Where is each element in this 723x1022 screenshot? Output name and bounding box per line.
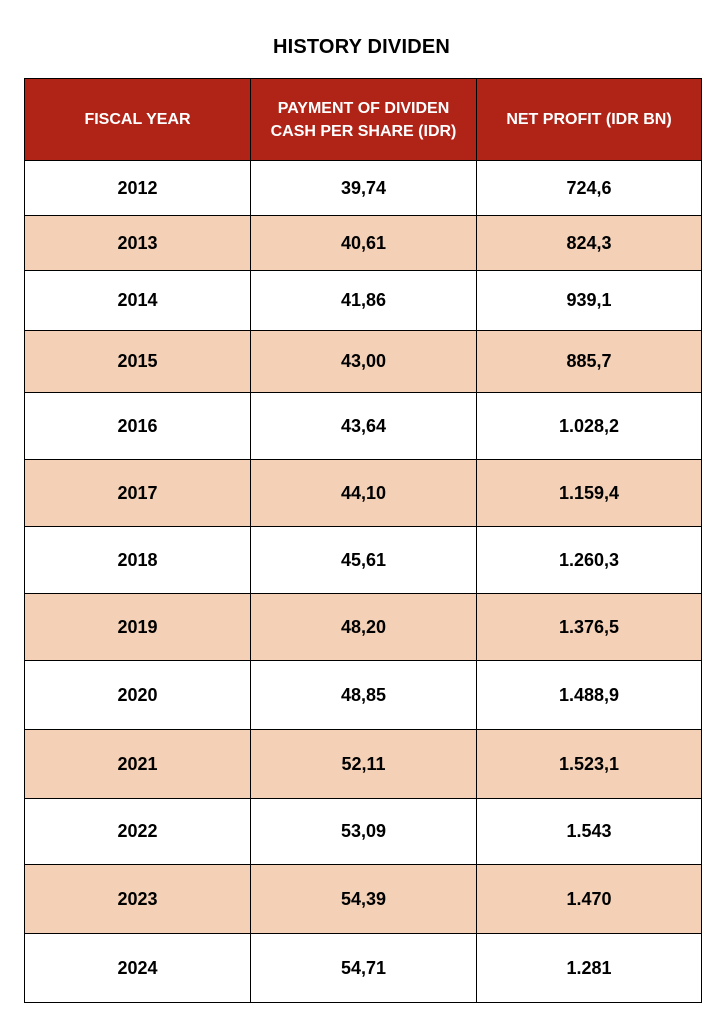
cell-year: 2023 (24, 864, 251, 934)
cell-net-profit: 1.281 (476, 933, 702, 1003)
cell-net-profit: 1.523,1 (476, 729, 702, 799)
table-row: 2012 39,74 724,6 (24, 160, 702, 216)
cell-year: 2017 (24, 459, 251, 527)
table-row: 2013 40,61 824,3 (24, 215, 702, 271)
table-row: 2014 41,86 939,1 (24, 270, 702, 331)
cell-year: 2012 (24, 160, 251, 216)
table-row: 2023 54,39 1.470 (24, 864, 702, 934)
table-row: 2022 53,09 1.543 (24, 798, 702, 865)
header-dividend-line2: CASH PER SHARE (IDR) (270, 122, 457, 140)
cell-year: 2021 (24, 729, 251, 799)
table-row: 2015 43,00 885,7 (24, 330, 702, 393)
cell-year: 2020 (24, 660, 251, 730)
header-dividend-per-share: PAYMENT OF DIVIDEN CASH PER SHARE (IDR) (250, 78, 477, 161)
header-fiscal-year: FISCAL YEAR (24, 78, 251, 161)
table-header-row: FISCAL YEAR PAYMENT OF DIVIDEN CASH PER … (24, 78, 702, 161)
cell-dividend: 43,64 (250, 392, 477, 460)
cell-dividend: 45,61 (250, 526, 477, 594)
table-row: 2018 45,61 1.260,3 (24, 526, 702, 594)
cell-year: 2014 (24, 270, 251, 331)
cell-net-profit: 939,1 (476, 270, 702, 331)
cell-year: 2015 (24, 330, 251, 393)
cell-dividend: 40,61 (250, 215, 477, 271)
header-net-profit: NET PROFIT (IDR BN) (476, 78, 702, 161)
cell-year: 2013 (24, 215, 251, 271)
cell-year: 2016 (24, 392, 251, 460)
table-row: 2017 44,10 1.159,4 (24, 459, 702, 527)
cell-dividend: 48,20 (250, 593, 477, 661)
dividend-history-table: FISCAL YEAR PAYMENT OF DIVIDEN CASH PER … (24, 78, 702, 1003)
cell-dividend: 54,39 (250, 864, 477, 934)
cell-year: 2018 (24, 526, 251, 594)
table-row: 2016 43,64 1.028,2 (24, 392, 702, 460)
cell-net-profit: 1.470 (476, 864, 702, 934)
cell-dividend: 43,00 (250, 330, 477, 393)
cell-dividend: 39,74 (250, 160, 477, 216)
cell-net-profit: 1.376,5 (476, 593, 702, 661)
cell-dividend: 41,86 (250, 270, 477, 331)
table-row: 2019 48,20 1.376,5 (24, 593, 702, 661)
cell-dividend: 44,10 (250, 459, 477, 527)
cell-year: 2022 (24, 798, 251, 865)
table-row: 2021 52,11 1.523,1 (24, 729, 702, 799)
cell-net-profit: 885,7 (476, 330, 702, 393)
cell-net-profit: 1.028,2 (476, 392, 702, 460)
cell-net-profit: 1.488,9 (476, 660, 702, 730)
cell-net-profit: 1.543 (476, 798, 702, 865)
cell-year: 2024 (24, 933, 251, 1003)
cell-net-profit: 724,6 (476, 160, 702, 216)
cell-net-profit: 1.159,4 (476, 459, 702, 527)
table-row: 2024 54,71 1.281 (24, 933, 702, 1003)
cell-dividend: 48,85 (250, 660, 477, 730)
page-title: HISTORY DIVIDEN (272, 36, 451, 58)
header-dividend-line1: PAYMENT OF DIVIDEN (277, 99, 450, 117)
cell-net-profit: 1.260,3 (476, 526, 702, 594)
cell-dividend: 52,11 (250, 729, 477, 799)
cell-net-profit: 824,3 (476, 215, 702, 271)
cell-dividend: 54,71 (250, 933, 477, 1003)
cell-dividend: 53,09 (250, 798, 477, 865)
cell-year: 2019 (24, 593, 251, 661)
table-row: 2020 48,85 1.488,9 (24, 660, 702, 730)
